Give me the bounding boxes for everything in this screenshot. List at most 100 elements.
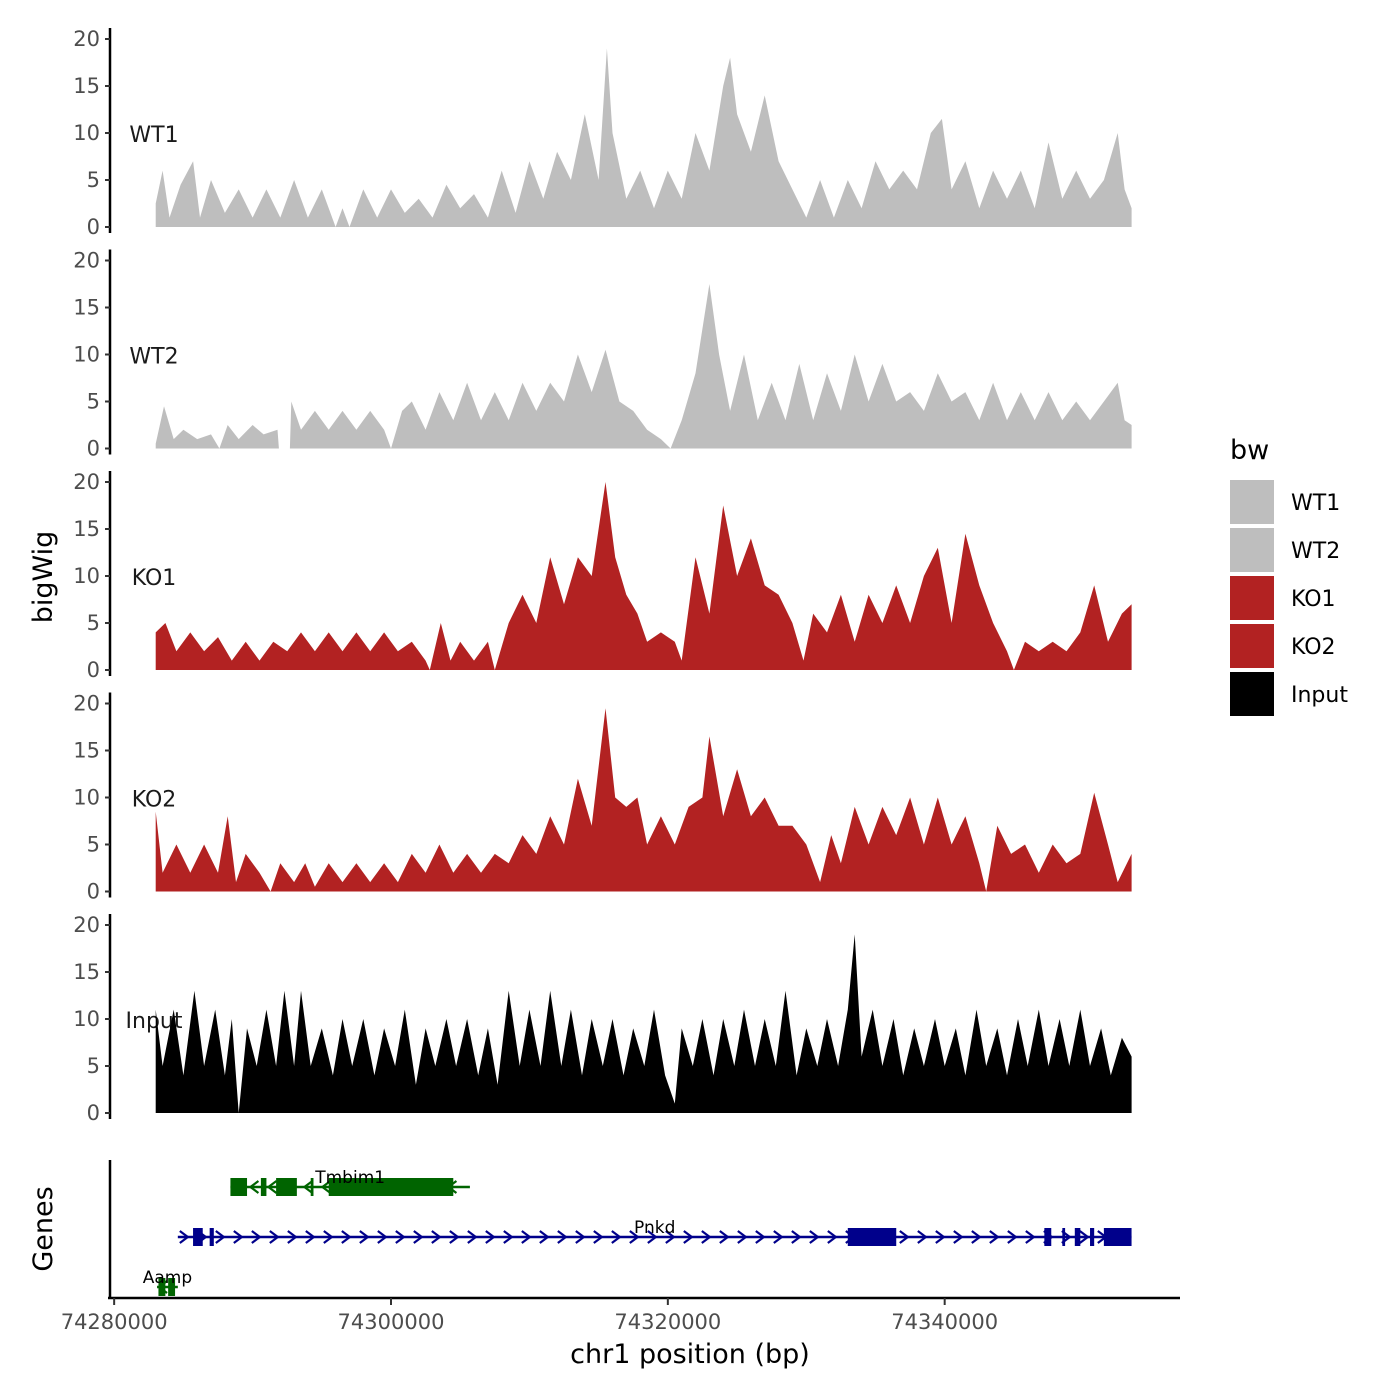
strand-chevron <box>521 1230 532 1244</box>
strand-chevron <box>647 1230 658 1244</box>
y-tick-label: 5 <box>87 1054 100 1078</box>
strand-chevron <box>629 1230 640 1244</box>
gene-exon <box>260 1178 267 1196</box>
genes-panel: Tmbim1 Pnkd Aamp <box>108 1160 1132 1298</box>
legend-key-ko1 <box>1230 576 1274 620</box>
y-tick-label: 15 <box>73 739 100 763</box>
strand-chevron <box>791 1230 802 1244</box>
y-tick-label: 10 <box>73 343 100 367</box>
strand-chevron <box>827 1230 838 1244</box>
track-ko1: 0 5 10 15 20 KO1 <box>73 470 1132 682</box>
coverage-area-wt1 <box>155 48 1132 228</box>
x-axis-label: chr1 position (bp) <box>570 1339 810 1370</box>
strand-chevron <box>701 1230 712 1244</box>
x-tick-label: 74300000 <box>338 1310 445 1334</box>
strand-chevron <box>467 1230 478 1244</box>
coverage-area-wt2 <box>155 284 1132 449</box>
strand-chevron <box>557 1230 568 1244</box>
track-ko2: 0 5 10 15 20 KO2 <box>73 692 1132 904</box>
strand-chevron <box>251 1230 262 1244</box>
strand-chevron <box>413 1230 424 1244</box>
coverage-area-input <box>155 934 1132 1113</box>
gene-aamp: Aamp <box>143 1268 192 1296</box>
y-tick-label: 20 <box>73 913 100 937</box>
strand-chevron <box>935 1230 946 1244</box>
legend-key-ko2 <box>1230 624 1274 668</box>
strand-chevron <box>323 1230 334 1244</box>
strand-chevron <box>305 1230 316 1244</box>
strand-chevron <box>485 1230 496 1244</box>
gene-exon <box>230 1178 248 1196</box>
gene-exon <box>1044 1228 1052 1246</box>
y-tick-label: 15 <box>73 296 100 320</box>
legend-label-wt1: WT1 <box>1291 491 1340 516</box>
strand-chevron <box>341 1230 352 1244</box>
strand-chevron <box>359 1230 370 1244</box>
y-axis-label: bigWig <box>28 531 59 624</box>
strand-chevron <box>809 1230 820 1244</box>
x-tick-label: 74280000 <box>61 1310 168 1334</box>
strand-chevron <box>395 1230 406 1244</box>
y-tick-label: 0 <box>87 215 100 239</box>
strand-chevron <box>287 1230 298 1244</box>
coverage-area-ko2 <box>155 708 1132 892</box>
strand-chevron <box>593 1230 604 1244</box>
gene-exon <box>1090 1228 1095 1246</box>
x-tick-label: 74340000 <box>891 1310 998 1334</box>
strand-chevron <box>503 1230 514 1244</box>
strand-chevron <box>575 1230 586 1244</box>
legend-title: bw <box>1230 435 1269 466</box>
strand-chevron <box>215 1230 226 1244</box>
x-tick-label: 74320000 <box>614 1310 721 1334</box>
y-tick-label: 5 <box>87 833 100 857</box>
track-label: KO2 <box>132 788 177 813</box>
y-tick-label: 5 <box>87 168 100 192</box>
gene-exon <box>847 1228 897 1246</box>
gene-exon <box>310 1178 314 1196</box>
gene-exon <box>328 1178 454 1196</box>
gene-exon <box>209 1228 214 1246</box>
strand-chevron <box>1007 1230 1018 1244</box>
strand-chevron <box>266 1180 278 1194</box>
gene-exon <box>1074 1228 1081 1246</box>
strand-chevron <box>179 1230 190 1244</box>
strand-chevron <box>665 1230 676 1244</box>
y-tick-label: 10 <box>73 1007 100 1031</box>
gene-exon <box>158 1278 166 1296</box>
strand-chevron <box>755 1230 766 1244</box>
strand-chevron <box>917 1230 928 1244</box>
y-tick-label: 0 <box>87 1101 100 1125</box>
strand-chevron <box>719 1230 730 1244</box>
y-tick-label: 5 <box>87 390 100 414</box>
y-tick-label: 5 <box>87 611 100 635</box>
y-tick-label: 15 <box>73 74 100 98</box>
strand-chevron <box>269 1230 280 1244</box>
strand-chevron <box>320 1180 332 1194</box>
legend: bw WT1 WT2 KO1 KO2 Input <box>1230 435 1348 716</box>
legend-key-wt1 <box>1230 480 1274 524</box>
strand-chevron <box>971 1230 982 1244</box>
gene-label: Pnkd <box>634 1218 675 1238</box>
y-tick-label: 0 <box>87 437 100 461</box>
strand-chevron <box>302 1180 314 1194</box>
strand-chevron <box>989 1230 1000 1244</box>
strand-chevron <box>449 1230 460 1244</box>
y-tick-label: 10 <box>73 121 100 145</box>
gene-exon <box>276 1178 297 1196</box>
strand-chevron <box>683 1230 694 1244</box>
legend-label-ko2: KO2 <box>1291 635 1336 660</box>
coverage-tracks: 0 5 10 15 20 WT1 0 5 10 15 20 WT2 0 5 10 15 20 KO1 0 5 10 15 2… <box>73 27 1132 1125</box>
strand-chevron <box>248 1180 260 1194</box>
track-wt1: 0 5 10 15 20 WT1 <box>73 27 1132 239</box>
gene-exon <box>193 1228 203 1246</box>
gene-label: Aamp <box>143 1268 192 1288</box>
track-label: WT1 <box>129 123 178 148</box>
strand-chevron <box>1079 1230 1090 1244</box>
y-tick-label: 20 <box>73 692 100 716</box>
legend-key-wt2 <box>1230 528 1274 572</box>
strand-chevron <box>737 1230 748 1244</box>
strand-chevron <box>233 1230 244 1244</box>
y-tick-label: 10 <box>73 564 100 588</box>
